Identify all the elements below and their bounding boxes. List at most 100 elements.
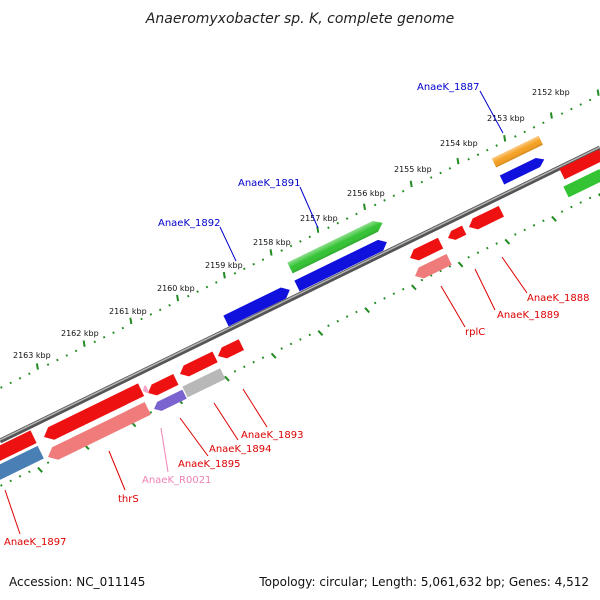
- minor-tick-dot: [542, 121, 545, 125]
- minor-tick-dot: [514, 233, 517, 236]
- gene-arrow-anaek-1891[interactable]: [287, 217, 385, 274]
- minor-tick-dot: [46, 461, 50, 464]
- minor-tick-dot: [429, 176, 433, 179]
- minor-tick-dot: [439, 269, 442, 273]
- minor-tick-dot: [542, 219, 545, 223]
- gene-label-anaek-1889[interactable]: AnaeK_1889: [497, 310, 559, 321]
- minor-tick-dot: [289, 342, 293, 346]
- tick-label-2153: 2153 kbp: [487, 114, 525, 123]
- major-tick-mark: [596, 89, 600, 96]
- gene-label-anaek-1887[interactable]: AnaeK_1887: [417, 82, 479, 93]
- gene-label-anaek-1892[interactable]: AnaeK_1892: [158, 218, 220, 229]
- gene-label-thrs[interactable]: thrS: [118, 494, 139, 505]
- tick-label-2159: 2159 kbp: [205, 261, 243, 270]
- major-tick-mark: [551, 215, 557, 222]
- minor-tick-dot: [93, 340, 97, 344]
- gene-arrow-thrs[interactable]: [45, 402, 151, 463]
- minor-tick-dot: [9, 381, 12, 385]
- major-tick-mark: [457, 261, 464, 268]
- gene-label-anaek-1893[interactable]: AnaeK_1893: [241, 430, 303, 441]
- minor-tick-dot: [523, 130, 526, 134]
- minor-tick-dot: [205, 285, 209, 289]
- minor-tick-dot: [383, 199, 386, 202]
- minor-tick-dot: [336, 319, 340, 323]
- gene-label-anaek-1891[interactable]: AnaeK_1891: [238, 178, 300, 189]
- minor-tick-dot: [289, 244, 293, 248]
- major-tick-mark: [364, 307, 370, 314]
- minor-tick-dot: [486, 148, 489, 152]
- minor-tick-dot: [252, 262, 255, 266]
- gene-label-anaek-1888[interactable]: AnaeK_1888: [527, 293, 589, 304]
- tick-label-2155: 2155 kbp: [394, 165, 432, 174]
- gene-arrow-anaek-1897-upper[interactable]: [0, 430, 37, 463]
- minor-tick-dot: [196, 290, 199, 293]
- minor-tick-dot: [46, 363, 50, 366]
- trna-mark-anaek-r0021[interactable]: [141, 385, 150, 394]
- minor-tick-dot: [18, 377, 22, 380]
- gene-label-anaek-1895[interactable]: AnaeK_1895: [178, 459, 240, 470]
- minor-tick-dot: [65, 354, 69, 357]
- gene-arrow-anaek-1889[interactable]: [446, 225, 467, 243]
- gene-arrow-anaek-1888[interactable]: [466, 205, 504, 233]
- tick-label-2163: 2163 kbp: [13, 351, 51, 360]
- minor-tick-dot: [243, 365, 246, 369]
- map-title: Anaeromyxobacter sp. K, complete genome: [145, 11, 454, 27]
- gene-arrow-anaek-1892[interactable]: [223, 284, 292, 327]
- minor-tick-dot: [308, 235, 311, 239]
- gene-label-anaek-1894[interactable]: AnaeK_1894: [209, 444, 271, 455]
- tick-label-2156: 2156 kbp: [347, 189, 385, 198]
- minor-tick-dot: [299, 240, 302, 243]
- minor-tick-dot: [112, 331, 115, 334]
- minor-tick-dot: [327, 324, 330, 328]
- gene-arrow-anaek-1895-lower[interactable]: [152, 389, 187, 414]
- gene-label-rplc[interactable]: rplC: [465, 327, 485, 338]
- minor-tick-dot: [355, 212, 358, 216]
- major-tick-mark: [222, 271, 226, 279]
- minor-tick-dot: [187, 294, 190, 298]
- minor-tick-dot: [486, 246, 489, 250]
- gene-arrow-anaek-1894-lower[interactable]: [182, 368, 226, 398]
- minor-tick-dot: [252, 360, 255, 364]
- major-tick-mark: [269, 249, 273, 256]
- minor-tick-dot: [570, 107, 573, 111]
- gene-arrow-right-green[interactable]: [563, 169, 600, 198]
- gene-arrow-anaek-1894[interactable]: [177, 351, 218, 380]
- gene-arrow-anaek-1887[interactable]: [491, 135, 543, 168]
- minor-tick-dot: [373, 301, 377, 305]
- minor-tick-dot: [28, 470, 31, 474]
- minor-tick-dot: [345, 217, 349, 220]
- outer-tick-ring: [0, 89, 600, 389]
- minor-tick-dot: [168, 304, 171, 307]
- gene-arrow-anaek-1886[interactable]: [499, 155, 547, 185]
- gene-arrow-anaek-1890[interactable]: [294, 237, 389, 292]
- tick-labels: 2152 kbp 2153 kbp 2154 kbp 2155 kbp 2156…: [13, 88, 570, 360]
- major-tick-mark: [129, 317, 133, 325]
- gene-arrow-right-red[interactable]: [559, 149, 600, 180]
- major-tick-mark: [317, 329, 324, 336]
- gene-arrow-thrs-upper[interactable]: [41, 383, 145, 443]
- minor-tick-dot: [467, 255, 470, 259]
- major-tick-mark: [503, 135, 507, 142]
- minor-tick-dot: [392, 292, 396, 296]
- minor-tick-dot: [560, 112, 564, 115]
- minor-tick-dot: [588, 196, 592, 200]
- gene-arrow-rplc-upper[interactable]: [407, 237, 444, 264]
- minor-tick-dot: [588, 98, 592, 102]
- minor-tick-dot: [327, 226, 330, 230]
- minor-tick-dot: [28, 372, 31, 376]
- minor-tick-dot: [439, 171, 442, 175]
- minor-tick-dot: [579, 201, 582, 204]
- minor-tick-dot: [158, 308, 162, 312]
- gene-arrow-anaek-1897[interactable]: [0, 445, 44, 482]
- gene-label-anaek-r0021[interactable]: AnaeK_R0021: [142, 475, 211, 486]
- minor-tick-dot: [299, 338, 302, 341]
- minor-tick-dot: [373, 203, 377, 207]
- major-tick-mark: [270, 352, 277, 359]
- gene-arrow-anaek-1895[interactable]: [145, 374, 179, 398]
- gene-label-anaek-1897[interactable]: AnaeK_1897: [4, 537, 66, 548]
- gene-arrow-rplc[interactable]: [412, 253, 452, 281]
- gene-arrow-anaek-1893[interactable]: [215, 339, 244, 361]
- minor-tick-dot: [233, 272, 237, 275]
- minor-tick-dot: [261, 258, 265, 261]
- forward-strand-features: [223, 135, 600, 327]
